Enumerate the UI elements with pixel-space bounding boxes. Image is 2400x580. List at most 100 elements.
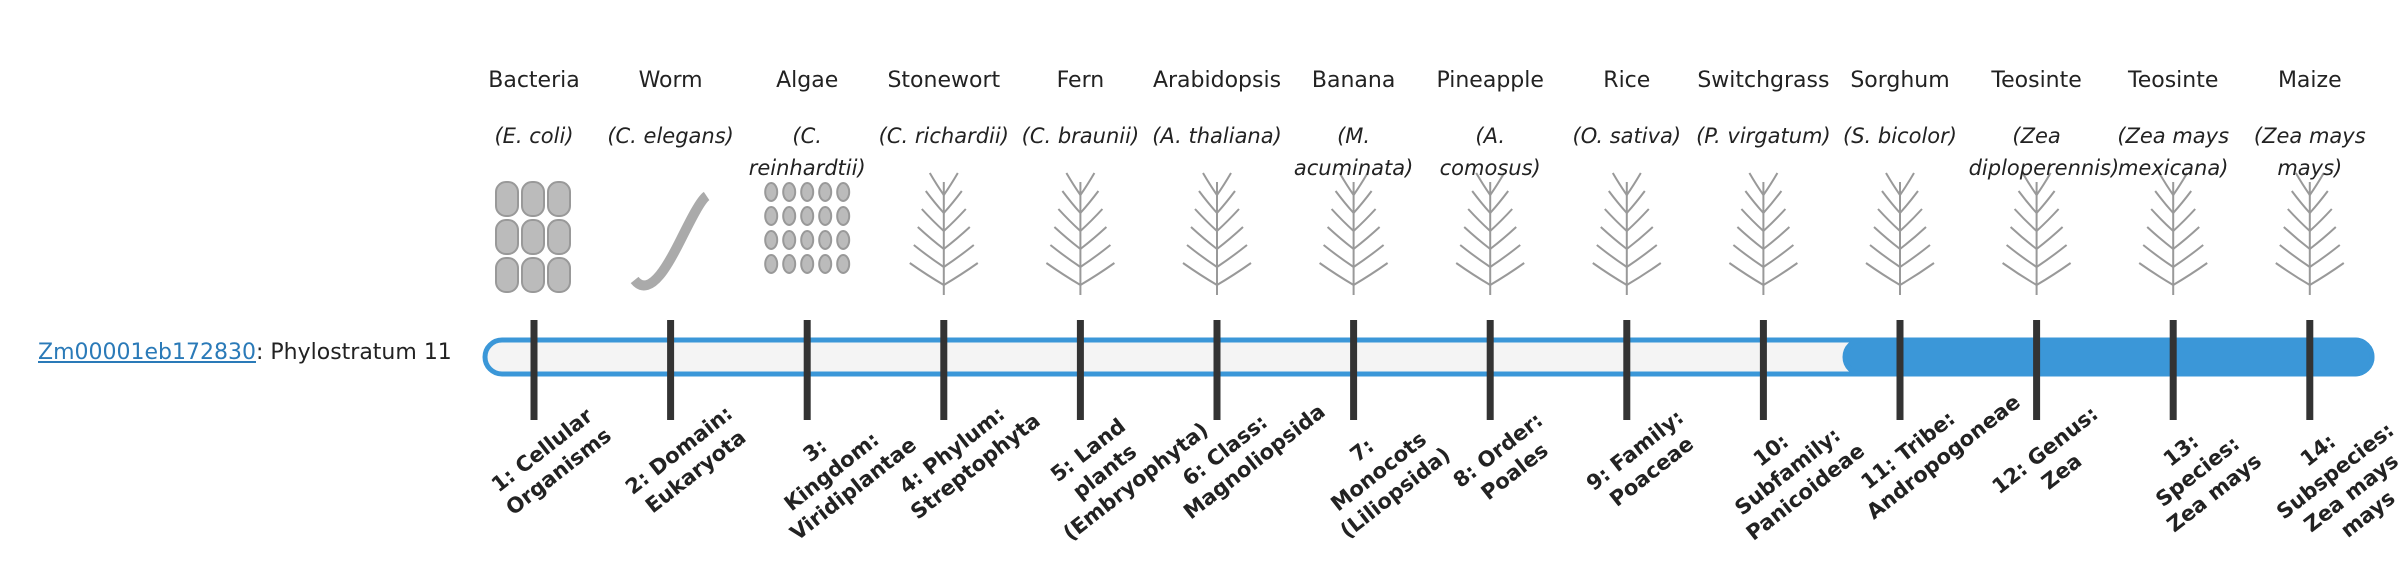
leaf bbox=[1626, 226, 1654, 250]
leaf bbox=[1202, 172, 1218, 196]
timeline-fill bbox=[1842, 337, 2375, 377]
organism-illustration bbox=[909, 172, 979, 295]
leaf bbox=[2279, 244, 2311, 268]
leaf bbox=[1489, 190, 1509, 214]
leaf bbox=[1352, 208, 1377, 232]
cell bbox=[800, 206, 815, 226]
leaf bbox=[1326, 226, 1355, 250]
organism-species: (O. sativa) bbox=[1572, 124, 1682, 148]
leaf bbox=[1319, 262, 1355, 286]
organism-name: Pineapple bbox=[1436, 68, 1544, 93]
rod bbox=[521, 257, 545, 293]
leaf bbox=[1762, 190, 1783, 214]
gene-text: : Phylostratum bbox=[255, 340, 417, 365]
leaf bbox=[2309, 208, 2333, 232]
leaf bbox=[1045, 262, 1081, 286]
leaf bbox=[2150, 208, 2174, 232]
leaf bbox=[2002, 262, 2038, 286]
leaf bbox=[943, 190, 963, 214]
organism-illustration bbox=[1592, 172, 1662, 295]
leaf bbox=[1194, 208, 1218, 232]
leaf bbox=[1049, 244, 1081, 268]
organism-species: (Zea mays mexicana) bbox=[2117, 124, 2230, 180]
cell bbox=[836, 182, 851, 202]
leaf bbox=[1186, 244, 1218, 268]
leaf bbox=[2283, 226, 2311, 250]
organism-species: (P. virgatum) bbox=[1696, 124, 1831, 148]
cell bbox=[818, 230, 833, 250]
leaf bbox=[1899, 244, 1931, 268]
organism-name: Stonewort bbox=[887, 68, 1001, 93]
rod bbox=[521, 181, 545, 217]
organism-name: Sorghum bbox=[1850, 68, 1950, 93]
leaf bbox=[1899, 262, 1935, 286]
leaf bbox=[1762, 226, 1791, 250]
worm bbox=[630, 191, 710, 291]
leaf bbox=[913, 244, 945, 268]
leaf bbox=[928, 172, 945, 196]
leaf bbox=[2035, 208, 2060, 232]
organism-name: Bacteria bbox=[488, 68, 580, 93]
leaf bbox=[2172, 208, 2196, 232]
organism-name: Banana bbox=[1311, 68, 1396, 93]
leaf bbox=[2158, 172, 2175, 196]
leaf bbox=[2172, 190, 2192, 214]
organism-species: (C. braunii) bbox=[1021, 124, 1140, 148]
leaf bbox=[1079, 190, 1100, 214]
leaf bbox=[1353, 244, 1385, 268]
leaf bbox=[1322, 244, 1355, 268]
leaf bbox=[1459, 244, 1491, 268]
leaf bbox=[1489, 244, 1521, 268]
leaf bbox=[1736, 226, 1765, 250]
cell bbox=[818, 254, 833, 274]
leaf bbox=[2009, 226, 2038, 250]
leaf bbox=[1190, 226, 1218, 250]
leaf bbox=[1079, 208, 1104, 232]
leaf bbox=[917, 226, 945, 250]
leaf bbox=[2309, 262, 2345, 286]
leaf bbox=[1732, 244, 1764, 268]
rod bbox=[495, 257, 519, 293]
organism-name: Arabidopsis bbox=[1152, 68, 1282, 93]
cell bbox=[782, 182, 797, 202]
organism-illustration bbox=[1865, 172, 1935, 295]
gene-label: Zm00001eb172830: Phylostratum 11 bbox=[38, 340, 452, 365]
leaf bbox=[943, 208, 967, 232]
organism-illustration bbox=[1045, 172, 1115, 295]
organism-illustration bbox=[2002, 172, 2072, 295]
leaf bbox=[1592, 262, 1628, 286]
organism-name: Rice bbox=[1603, 68, 1651, 93]
cell bbox=[764, 254, 779, 274]
leaf bbox=[1079, 244, 1112, 268]
leaf bbox=[1728, 262, 1764, 286]
gene-link[interactable]: Zm00001eb172830 bbox=[38, 340, 256, 365]
leaf bbox=[1604, 208, 1628, 232]
leaf bbox=[1065, 172, 1082, 196]
leaf bbox=[1762, 244, 1795, 268]
leaf bbox=[1626, 190, 1646, 214]
leaf bbox=[943, 226, 971, 250]
leaf bbox=[1873, 226, 1901, 250]
leaf bbox=[1216, 226, 1244, 250]
leaf bbox=[1216, 244, 1248, 268]
leaf bbox=[1899, 208, 1923, 232]
rod bbox=[547, 219, 571, 255]
cell bbox=[764, 182, 779, 202]
cell bbox=[782, 206, 797, 226]
leaf bbox=[1079, 172, 1096, 196]
organism-illustration bbox=[764, 182, 851, 274]
leaf bbox=[2138, 262, 2174, 286]
leaf bbox=[2146, 226, 2174, 250]
cell bbox=[800, 254, 815, 274]
leaf bbox=[1216, 172, 1232, 196]
organism-species: (Zea diploperennis) bbox=[1968, 124, 2120, 180]
rod bbox=[495, 181, 519, 217]
leaf bbox=[2172, 226, 2200, 250]
leaf bbox=[2036, 244, 2068, 268]
cell bbox=[764, 206, 779, 226]
leaf bbox=[1061, 190, 1082, 214]
leaf bbox=[2308, 172, 2325, 196]
rod bbox=[495, 219, 519, 255]
leaf bbox=[942, 172, 959, 196]
leaf bbox=[1625, 172, 1642, 196]
